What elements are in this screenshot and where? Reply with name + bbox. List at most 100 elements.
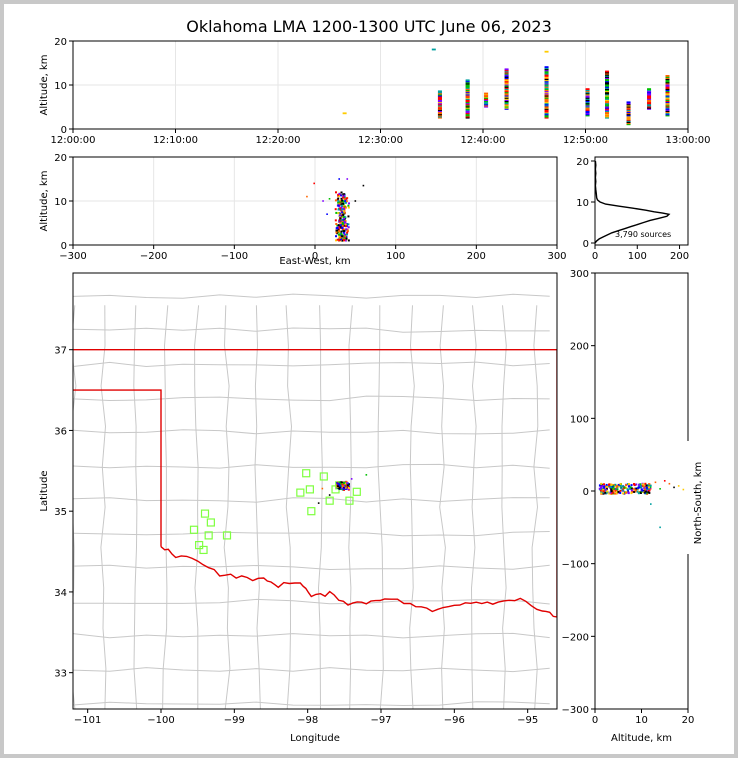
source-mark xyxy=(504,101,509,104)
source-mark xyxy=(585,97,590,99)
source-mark xyxy=(339,207,342,210)
source-mark xyxy=(665,99,670,101)
source-mark xyxy=(344,235,347,238)
county-boundary xyxy=(133,305,138,709)
x-tick-label: 300 xyxy=(547,251,566,262)
source-mark xyxy=(544,88,549,90)
station-marker xyxy=(319,472,328,481)
county-boundary xyxy=(73,327,550,333)
source-mark xyxy=(335,239,338,242)
source-mark xyxy=(338,487,341,490)
source-mark xyxy=(544,86,549,88)
source-mark xyxy=(610,488,613,491)
source-mark xyxy=(633,487,636,490)
source-mark xyxy=(465,81,470,84)
source-mark xyxy=(605,86,610,88)
source-mark xyxy=(504,106,509,109)
source-mark xyxy=(465,79,470,82)
source-mark xyxy=(585,88,590,90)
source-mark xyxy=(340,484,343,487)
county-boundary xyxy=(348,305,353,709)
source-mark xyxy=(623,486,626,489)
source-mark xyxy=(342,202,345,205)
source-mark xyxy=(665,95,670,98)
source-mark xyxy=(665,75,670,77)
source-mark xyxy=(340,191,343,194)
source-mark xyxy=(465,87,470,89)
source-mark xyxy=(645,489,648,492)
source-mark xyxy=(544,87,549,89)
source-mark xyxy=(603,483,606,486)
figure-title: Oklahoma LMA 1200-1300 UTC June 06, 2023 xyxy=(186,17,552,36)
source-mark xyxy=(340,197,343,200)
source-mark xyxy=(647,486,650,489)
source-mark xyxy=(647,103,652,106)
y-tick-label: 0 xyxy=(61,241,67,252)
source-mark xyxy=(610,487,613,490)
source-mark xyxy=(605,112,610,115)
source-mark xyxy=(601,489,604,492)
source-mark xyxy=(504,97,509,99)
source-mark xyxy=(605,82,610,85)
source-mark xyxy=(677,485,680,487)
source-mark xyxy=(338,481,341,484)
source-mark xyxy=(465,113,470,116)
x-tick-label: −96 xyxy=(444,715,465,726)
source-mark xyxy=(342,215,345,218)
source-mark xyxy=(605,80,610,83)
source-mark xyxy=(626,102,631,105)
source-mark xyxy=(504,75,509,77)
county-boundary xyxy=(73,531,550,537)
source-mark xyxy=(504,69,509,72)
source-mark xyxy=(504,72,509,75)
source-mark xyxy=(605,116,610,119)
x-tick-label: 100 xyxy=(628,251,647,262)
source-mark xyxy=(342,207,345,210)
north-south-panel: 0 10 20 −300 −200 −100 0 100 200 300 Altitude, km N… xyxy=(562,269,704,744)
source-mark xyxy=(605,99,610,101)
source-mark xyxy=(615,490,618,493)
source-mark xyxy=(625,486,628,489)
source-mark xyxy=(626,121,631,123)
source-mark xyxy=(504,81,509,84)
source-mark xyxy=(544,92,549,95)
source-mark xyxy=(665,89,670,92)
source-mark xyxy=(347,206,350,209)
source-mark xyxy=(626,106,631,109)
source-mark xyxy=(665,76,670,78)
county-boundary xyxy=(73,361,550,368)
source-mark xyxy=(338,202,341,205)
source-mark xyxy=(345,197,348,200)
y-tick-label: 200 xyxy=(570,342,589,353)
source-mark xyxy=(544,75,549,77)
source-mark xyxy=(605,72,610,75)
source-mark xyxy=(337,197,340,200)
source-mark xyxy=(619,489,622,492)
source-mark xyxy=(544,67,549,70)
source-mark xyxy=(665,111,670,114)
source-mark xyxy=(600,482,603,485)
source-mark xyxy=(338,239,341,242)
y-tick-label: 20 xyxy=(54,153,67,164)
source-mark xyxy=(636,490,639,493)
source-mark xyxy=(484,100,489,103)
source-mark xyxy=(544,116,549,119)
source-mark xyxy=(465,93,470,96)
source-mark xyxy=(605,95,610,98)
source-mark xyxy=(340,486,343,489)
source-mark xyxy=(585,108,590,110)
source-mark xyxy=(484,94,489,97)
source-mark xyxy=(437,91,442,94)
source-mark xyxy=(339,236,342,239)
source-mark xyxy=(340,208,343,211)
source-mark xyxy=(342,486,345,489)
east-west-panel: −300 −200 −100 0 100 200 300 0 10 20 East-West, km… xyxy=(39,153,567,267)
y-tick-label: 20 xyxy=(54,37,67,48)
source-mark xyxy=(647,89,652,92)
x-tick-label: 200 xyxy=(670,251,689,262)
source-mark xyxy=(647,92,652,95)
source-mark xyxy=(544,76,549,78)
source-mark xyxy=(643,490,646,493)
source-mark xyxy=(437,104,442,107)
source-mark xyxy=(602,490,605,493)
